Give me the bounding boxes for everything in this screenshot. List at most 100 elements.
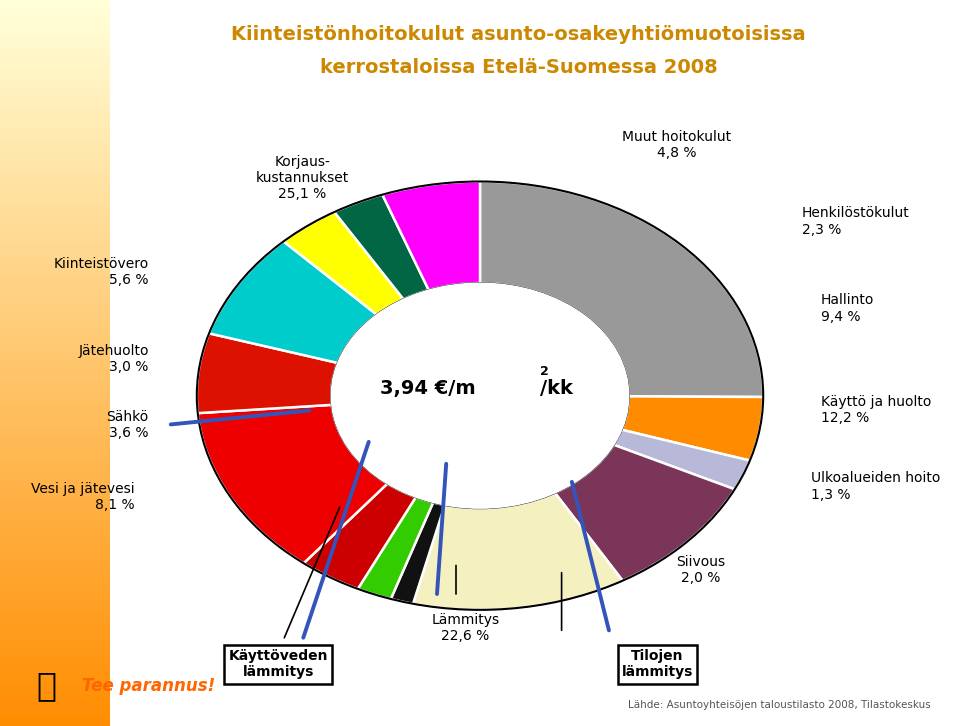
Bar bbox=[0, 104, 110, 107]
Wedge shape bbox=[197, 333, 338, 413]
Bar bbox=[0, 160, 110, 162]
Bar bbox=[0, 2, 110, 5]
Bar bbox=[0, 581, 110, 583]
Bar bbox=[0, 397, 110, 399]
Bar bbox=[0, 22, 110, 24]
Bar bbox=[0, 579, 110, 581]
Bar bbox=[0, 603, 110, 605]
Bar bbox=[0, 595, 110, 597]
Bar bbox=[0, 653, 110, 656]
Text: Hallinto
9,4 %: Hallinto 9,4 % bbox=[821, 293, 875, 324]
Wedge shape bbox=[622, 396, 763, 460]
Bar bbox=[0, 368, 110, 370]
Bar bbox=[0, 702, 110, 704]
Bar bbox=[0, 675, 110, 677]
Bar bbox=[0, 293, 110, 295]
Bar bbox=[0, 269, 110, 271]
Bar bbox=[0, 392, 110, 394]
Bar bbox=[0, 706, 110, 709]
Bar bbox=[0, 136, 110, 138]
Bar bbox=[0, 436, 110, 438]
Wedge shape bbox=[303, 484, 416, 589]
Bar bbox=[0, 38, 110, 41]
Bar bbox=[0, 467, 110, 470]
Text: Kiinteistövero
5,6 %: Kiinteistövero 5,6 % bbox=[54, 257, 149, 287]
Bar bbox=[0, 648, 110, 651]
Bar bbox=[0, 423, 110, 426]
Bar bbox=[0, 129, 110, 131]
Wedge shape bbox=[198, 405, 387, 563]
Bar bbox=[0, 685, 110, 688]
Bar bbox=[0, 428, 110, 431]
Bar bbox=[0, 307, 110, 310]
Bar bbox=[0, 692, 110, 695]
Bar bbox=[0, 194, 110, 196]
Bar bbox=[0, 99, 110, 102]
Bar bbox=[0, 496, 110, 499]
Bar bbox=[0, 172, 110, 174]
Bar bbox=[0, 542, 110, 544]
Bar bbox=[0, 695, 110, 697]
Bar bbox=[0, 627, 110, 629]
Bar bbox=[0, 121, 110, 123]
Bar bbox=[0, 46, 110, 49]
Bar bbox=[0, 610, 110, 612]
Bar bbox=[0, 201, 110, 203]
Bar bbox=[0, 196, 110, 198]
Bar bbox=[0, 97, 110, 99]
Bar bbox=[0, 51, 110, 53]
Bar bbox=[0, 644, 110, 646]
Bar bbox=[0, 576, 110, 579]
Bar bbox=[0, 329, 110, 332]
Bar bbox=[0, 169, 110, 172]
Bar bbox=[0, 242, 110, 245]
Bar bbox=[0, 36, 110, 38]
Bar bbox=[0, 240, 110, 242]
Bar bbox=[0, 378, 110, 380]
Bar bbox=[0, 63, 110, 65]
Bar bbox=[0, 465, 110, 467]
Bar bbox=[0, 583, 110, 586]
Bar bbox=[0, 92, 110, 94]
Bar bbox=[0, 208, 110, 211]
Bar bbox=[0, 699, 110, 702]
Bar bbox=[0, 259, 110, 261]
Bar bbox=[0, 189, 110, 191]
Bar bbox=[0, 203, 110, 205]
Bar bbox=[0, 629, 110, 632]
Bar bbox=[0, 94, 110, 97]
Bar bbox=[0, 211, 110, 213]
Bar bbox=[0, 78, 110, 80]
Text: Korjaus-
kustannukset
25,1 %: Korjaus- kustannukset 25,1 % bbox=[255, 155, 349, 201]
Bar bbox=[0, 658, 110, 661]
Bar bbox=[0, 535, 110, 537]
Bar bbox=[0, 501, 110, 503]
Bar bbox=[0, 605, 110, 608]
Text: Jätehuolto
3,0 %: Jätehuolto 3,0 % bbox=[79, 344, 149, 375]
Wedge shape bbox=[283, 212, 403, 314]
Text: Muut hoitokulut
4,8 %: Muut hoitokulut 4,8 % bbox=[622, 130, 732, 160]
Bar bbox=[0, 361, 110, 363]
Bar bbox=[0, 506, 110, 508]
Bar bbox=[0, 247, 110, 249]
Wedge shape bbox=[555, 445, 734, 581]
Bar bbox=[0, 632, 110, 634]
Bar bbox=[0, 346, 110, 348]
Bar bbox=[0, 312, 110, 314]
Bar bbox=[0, 561, 110, 564]
Bar bbox=[0, 15, 110, 17]
Bar bbox=[0, 288, 110, 290]
Bar bbox=[0, 116, 110, 118]
Bar bbox=[0, 44, 110, 46]
Bar bbox=[0, 486, 110, 489]
Text: 🏠: 🏠 bbox=[36, 669, 56, 703]
Bar bbox=[0, 670, 110, 673]
Bar bbox=[0, 80, 110, 82]
Text: Henkilöstökulut
2,3 %: Henkilöstökulut 2,3 % bbox=[802, 206, 909, 237]
Bar bbox=[0, 245, 110, 247]
Wedge shape bbox=[613, 430, 750, 489]
Bar bbox=[0, 343, 110, 346]
Bar bbox=[0, 140, 110, 143]
Bar bbox=[0, 150, 110, 152]
Bar bbox=[0, 162, 110, 165]
